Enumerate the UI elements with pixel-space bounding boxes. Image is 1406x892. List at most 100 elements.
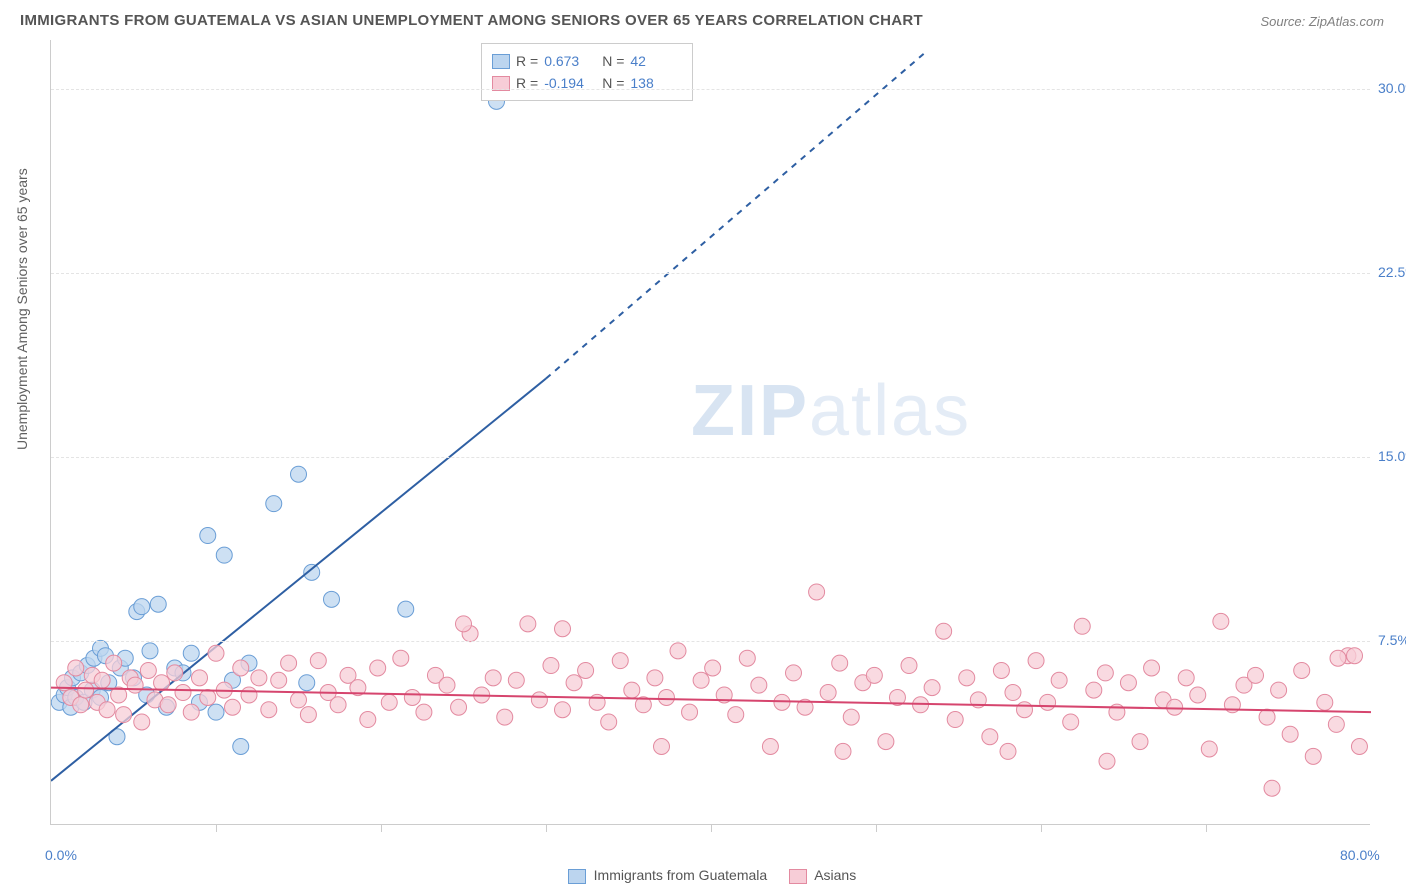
data-point (1063, 714, 1079, 730)
data-point (809, 584, 825, 600)
data-point (451, 699, 467, 715)
y-tick-label: 7.5% (1378, 632, 1406, 648)
data-point (160, 697, 176, 713)
data-point (404, 689, 420, 705)
data-point (878, 734, 894, 750)
data-point (99, 702, 115, 718)
data-point (140, 662, 156, 678)
data-point (520, 616, 536, 632)
data-point (456, 616, 472, 632)
data-point (1347, 648, 1363, 664)
data-point (68, 660, 84, 676)
data-point (647, 670, 663, 686)
data-point (1132, 734, 1148, 750)
data-point (1190, 687, 1206, 703)
data-point (381, 694, 397, 710)
stat-r-value-a: 0.673 (544, 50, 596, 72)
data-point (1248, 667, 1264, 683)
y-tick-label: 30.0% (1378, 80, 1406, 96)
data-point (1305, 748, 1321, 764)
data-point (1005, 685, 1021, 701)
data-point (786, 665, 802, 681)
data-point (751, 677, 767, 693)
data-point (1040, 694, 1056, 710)
data-point (601, 714, 617, 730)
data-point (154, 675, 170, 691)
data-point (947, 712, 963, 728)
data-point (959, 670, 975, 686)
x-tick (381, 824, 382, 832)
data-point (670, 643, 686, 659)
data-point (291, 466, 307, 482)
data-point (728, 707, 744, 723)
data-point (1330, 650, 1346, 666)
plot-area: ZIPatlas R = 0.673 N = 42 R = -0.194 N =… (50, 40, 1370, 825)
data-point (299, 675, 315, 691)
y-tick-label: 22.5% (1378, 264, 1406, 280)
stat-n-label: N = (602, 50, 624, 72)
data-point (183, 645, 199, 661)
data-point (762, 739, 778, 755)
data-point (150, 596, 166, 612)
data-point (192, 670, 208, 686)
x-tick (876, 824, 877, 832)
data-point (1328, 716, 1344, 732)
legend-label-a: Immigrants from Guatemala (594, 867, 768, 883)
gridline (51, 641, 1370, 642)
data-point (127, 677, 143, 693)
data-point (1178, 670, 1194, 686)
data-point (200, 528, 216, 544)
stat-r-label: R = (516, 72, 538, 94)
x-tick (1206, 824, 1207, 832)
data-point (531, 692, 547, 708)
data-point (832, 655, 848, 671)
data-point (1028, 653, 1044, 669)
y-tick-label: 15.0% (1378, 448, 1406, 464)
data-point (1264, 780, 1280, 796)
data-point (1294, 662, 1310, 678)
data-point (142, 643, 158, 659)
data-point (843, 709, 859, 725)
legend: Immigrants from Guatemala Asians (0, 867, 1406, 884)
data-point (936, 623, 952, 639)
x-axis-origin-label: 0.0% (45, 847, 77, 863)
data-point (1099, 753, 1115, 769)
stat-n-value-a: 42 (630, 50, 682, 72)
data-point (233, 739, 249, 755)
data-point (1317, 694, 1333, 710)
stat-n-label: N = (602, 72, 624, 94)
data-point (310, 653, 326, 669)
data-point (1051, 672, 1067, 688)
data-point (485, 670, 501, 686)
data-point (271, 672, 287, 688)
data-point (78, 682, 94, 698)
x-tick (711, 824, 712, 832)
data-point (200, 689, 216, 705)
legend-swatch-a (568, 869, 586, 884)
data-point (116, 707, 132, 723)
data-point (94, 672, 110, 688)
data-point (175, 685, 191, 701)
data-point (1074, 618, 1090, 634)
data-point (281, 655, 297, 671)
stat-r-label: R = (516, 50, 538, 72)
data-point (982, 729, 998, 745)
data-point (360, 712, 376, 728)
data-point (1271, 682, 1287, 698)
data-point (555, 621, 571, 637)
data-point (216, 547, 232, 563)
correlation-statbox: R = 0.673 N = 42 R = -0.194 N = 138 (481, 43, 693, 101)
data-point (1213, 613, 1229, 629)
data-point (330, 697, 346, 713)
data-point (543, 658, 559, 674)
data-point (658, 689, 674, 705)
data-point (167, 665, 183, 681)
data-point (1282, 726, 1298, 742)
x-tick (216, 824, 217, 832)
data-point (1351, 739, 1367, 755)
data-point (73, 697, 89, 713)
stat-r-value-b: -0.194 (544, 72, 596, 94)
data-point (1167, 699, 1183, 715)
data-point (439, 677, 455, 693)
legend-label-b: Asians (814, 867, 856, 883)
